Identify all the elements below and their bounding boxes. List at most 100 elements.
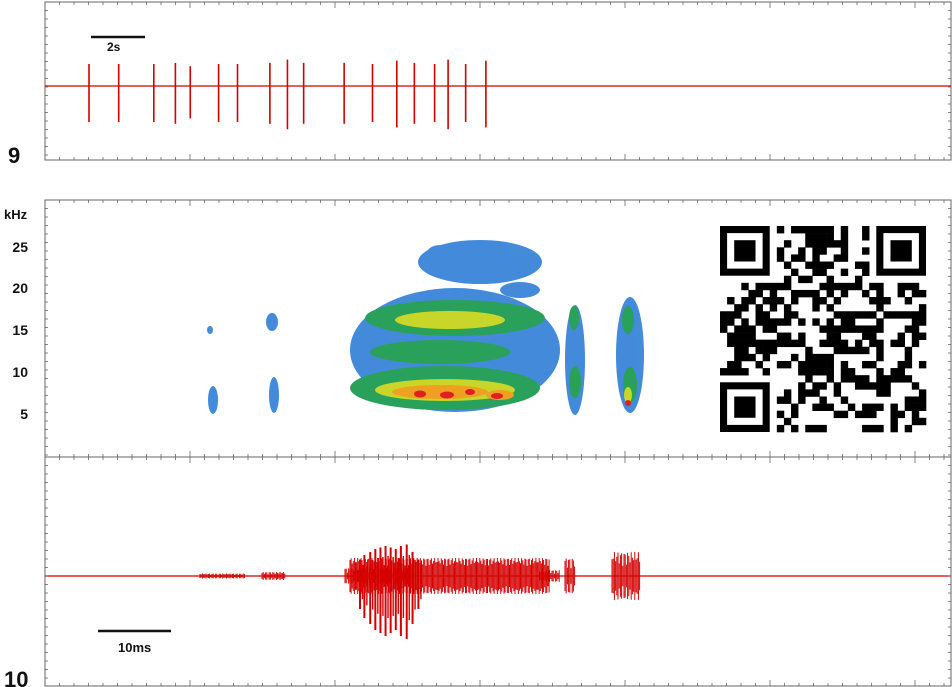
qr-module <box>876 389 883 396</box>
qr-module <box>912 382 919 389</box>
qr-module <box>883 389 890 396</box>
qr-module <box>819 297 826 304</box>
panel-10-trace <box>200 545 640 640</box>
qr-module <box>763 340 770 347</box>
qr-module <box>876 325 883 332</box>
qr-module <box>912 418 919 425</box>
qr-module <box>898 361 905 368</box>
qr-code[interactable] <box>718 224 928 434</box>
qr-module <box>798 276 805 283</box>
qr-module <box>919 361 926 368</box>
qr-module <box>841 375 848 382</box>
qr-module <box>848 375 855 382</box>
qr-module <box>812 318 819 325</box>
qr-module <box>819 233 826 240</box>
qr-module <box>848 368 855 375</box>
qr-module <box>720 325 727 332</box>
qr-module <box>834 340 841 347</box>
qr-module <box>841 325 848 332</box>
qr-module <box>734 325 741 332</box>
qr-module <box>827 304 834 311</box>
qr-module <box>898 283 905 290</box>
qr-module <box>855 340 862 347</box>
qr-module <box>812 425 819 432</box>
qr-module <box>819 283 826 290</box>
qr-module <box>841 311 848 318</box>
qr-module <box>812 226 819 233</box>
qr-module <box>734 354 741 361</box>
qr-module <box>819 382 826 389</box>
qr-module <box>763 297 770 304</box>
qr-module <box>798 290 805 297</box>
qr-module <box>734 361 741 368</box>
qr-module <box>727 333 734 340</box>
qr-module <box>876 368 883 375</box>
qr-module <box>869 382 876 389</box>
qr-module <box>890 340 897 347</box>
y-tick-15: 15 <box>12 322 28 338</box>
qr-module <box>912 340 919 347</box>
panel-9-spikes <box>89 60 486 130</box>
qr-module <box>805 354 812 361</box>
panel-10-label: 10 <box>4 667 28 687</box>
qr-module <box>919 318 926 325</box>
qr-module <box>756 347 763 354</box>
qr-module <box>763 347 770 354</box>
qr-module <box>727 297 734 304</box>
qr-module <box>848 318 855 325</box>
qr-module <box>827 290 834 297</box>
qr-module <box>819 325 826 332</box>
qr-module <box>869 297 876 304</box>
y-tick-10: 10 <box>12 364 28 380</box>
qr-module <box>827 333 834 340</box>
qr-module <box>869 361 876 368</box>
qr-module <box>890 375 897 382</box>
panel-9-ticks <box>45 2 951 160</box>
qr-module <box>805 276 812 283</box>
y-tick-25: 25 <box>12 239 28 255</box>
qr-module <box>834 297 841 304</box>
qr-module <box>748 340 755 347</box>
qr-module <box>805 425 812 432</box>
y-tick-20: 20 <box>12 280 28 296</box>
qr-module <box>734 333 741 340</box>
qr-module <box>770 340 777 347</box>
qr-module <box>855 283 862 290</box>
qr-module <box>869 425 876 432</box>
qr-module <box>770 283 777 290</box>
qr-module <box>912 396 919 403</box>
qr-module <box>862 269 869 276</box>
qr-module <box>784 318 791 325</box>
qr-module <box>898 375 905 382</box>
qr-module <box>777 425 784 432</box>
qr-module <box>784 311 791 318</box>
qr-module <box>763 283 770 290</box>
qr-module <box>784 276 791 283</box>
qr-module <box>898 368 905 375</box>
qr-module <box>734 311 741 318</box>
qr-module <box>834 411 841 418</box>
qr-module <box>798 396 805 403</box>
qr-module <box>834 311 841 318</box>
qr-module <box>883 311 890 318</box>
qr-module <box>805 361 812 368</box>
qr-module <box>748 354 755 361</box>
qr-module <box>791 226 798 233</box>
qr-module <box>819 240 826 247</box>
y-tick-5: 5 <box>20 406 28 422</box>
qr-module <box>862 290 869 297</box>
qr-module <box>812 404 819 411</box>
qr-module <box>848 311 855 318</box>
qr-module <box>848 347 855 354</box>
qr-module <box>805 226 812 233</box>
qr-module <box>827 368 834 375</box>
qr-module <box>841 247 848 254</box>
qr-module <box>869 311 876 318</box>
qr-module <box>876 283 883 290</box>
qr-module <box>919 389 926 396</box>
qr-module <box>876 425 883 432</box>
qr-module <box>862 262 869 269</box>
qr-module <box>777 333 784 340</box>
qr-module <box>912 325 919 332</box>
qr-module <box>784 262 791 269</box>
